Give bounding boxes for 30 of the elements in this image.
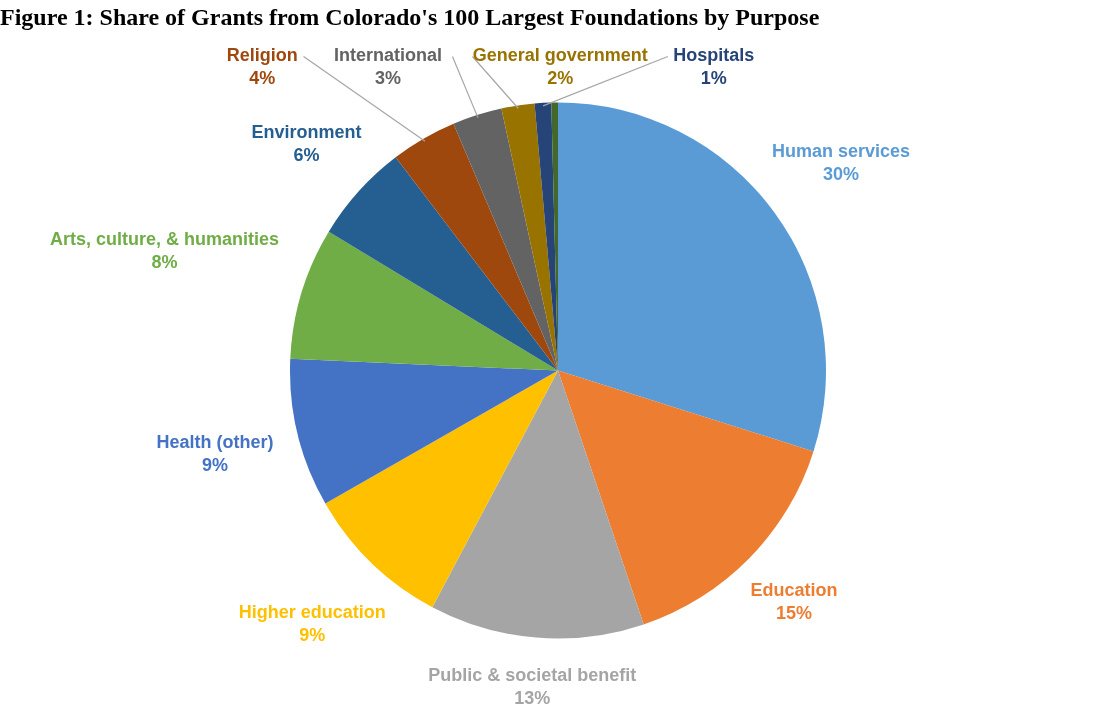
slice-label: Higher education [238, 601, 386, 622]
data-label: 1% [700, 67, 727, 88]
data-label: 9% [202, 454, 229, 475]
pie-slice [453, 108, 558, 371]
data-label: 2% [547, 67, 574, 88]
slice-label: Arts, culture, & humanities [50, 229, 280, 250]
slice-label: Religion [226, 44, 298, 65]
slice-label: Hospitals [673, 44, 755, 65]
pie-slice [395, 123, 558, 371]
data-label: 3% [375, 67, 402, 88]
pie-slice [328, 157, 558, 371]
slice-label: General government [472, 44, 648, 65]
data-label: 6% [293, 145, 320, 166]
slice-label: Health (other) [156, 431, 274, 452]
chart-title: Figure 1: Share of Grants from Colorado's 100 Largest Foundations by Purpose [0, 4, 820, 30]
slice-label: Education [750, 580, 838, 601]
pie-slice [290, 358, 558, 504]
slice-label: Environment [251, 122, 362, 143]
slice-label: Human services [771, 141, 910, 162]
pie-slice [290, 231, 558, 371]
data-label: 8% [151, 252, 178, 273]
pie-slice [432, 370, 644, 639]
data-label: 30% [822, 164, 859, 185]
slice-label: International [334, 44, 443, 65]
pie-slice [501, 103, 558, 371]
data-label: 15% [775, 603, 813, 624]
data-label: 4% [249, 67, 276, 88]
data-label: 9% [299, 624, 326, 645]
data-label: 13% [514, 687, 551, 707]
slice-label: Public & societal benefit [428, 664, 637, 685]
